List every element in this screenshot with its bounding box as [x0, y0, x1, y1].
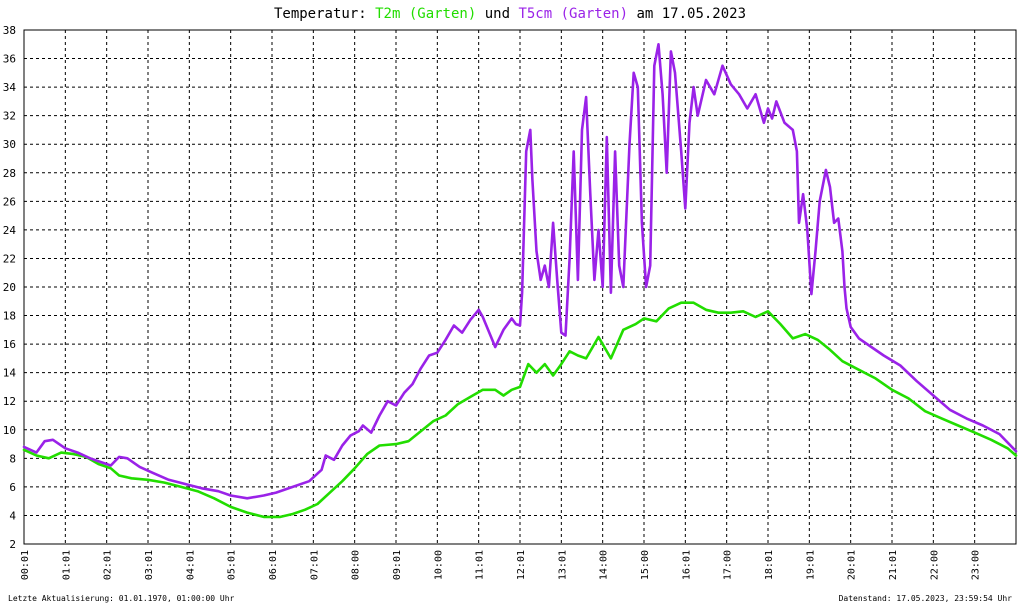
y-tick-label: 2 — [9, 538, 16, 551]
title-series2-label: T5cm (Garten) — [518, 6, 628, 22]
x-tick-label: 03:01 — [144, 550, 155, 580]
y-tick-label: 18 — [3, 310, 16, 323]
x-tick-label: 18:01 — [764, 550, 775, 580]
x-tick-label: 09:01 — [392, 550, 403, 580]
x-tick-label: 16:01 — [681, 550, 692, 580]
x-tick-label: 20:01 — [847, 550, 858, 580]
grid-lines — [24, 30, 1016, 544]
series-line-t2m — [22, 301, 1018, 519]
y-tick-label: 26 — [3, 195, 16, 208]
y-tick-label: 32 — [3, 110, 16, 123]
x-tick-label: 05:01 — [227, 550, 238, 580]
title-suffix: am 17.05.2023 — [628, 6, 746, 22]
x-tick-label: 13:01 — [557, 550, 568, 580]
series-layer — [22, 43, 1018, 519]
x-tick-label: 14:00 — [599, 550, 610, 580]
y-tick-label: 24 — [3, 224, 17, 237]
title-prefix: Temperatur: — [274, 6, 375, 22]
y-tick-label: 28 — [3, 167, 16, 180]
y-tick-label: 36 — [3, 53, 16, 66]
y-tick-label: 16 — [3, 338, 16, 351]
footer-data-status: Datenstand: 17.05.2023, 23:59:54 Uhr — [839, 594, 1013, 603]
x-tick-label: 00:01 — [20, 550, 31, 580]
x-tick-label: 19:01 — [805, 550, 816, 580]
y-tick-label: 22 — [3, 252, 16, 265]
chart-title: Temperatur: T2m (Garten) und T5cm (Garte… — [274, 6, 746, 22]
x-tick-labels: 00:01 01:01 02:01 03:01 04:01 05:01 06:01 07:01… — [20, 550, 982, 580]
title-conjunction: und — [476, 6, 518, 22]
x-tick-label: 15:00 — [640, 550, 651, 580]
x-tick-label: 17:00 — [723, 550, 734, 580]
x-tick-label: 11:01 — [475, 550, 486, 580]
title-series1-label: T2m (Garten) — [375, 6, 476, 22]
y-tick-label: 38 — [3, 24, 16, 37]
y-tick-label: 12 — [3, 395, 16, 408]
plot-frame — [23, 29, 1017, 545]
x-tick-label: 04:01 — [185, 550, 196, 580]
x-tick-label: 23:00 — [971, 550, 982, 580]
series-line-t5cm — [22, 43, 1018, 500]
x-tick-label: 21:01 — [888, 550, 899, 580]
x-tick-label: 02:01 — [103, 550, 114, 580]
x-tick-label: 10:00 — [433, 550, 444, 580]
y-tick-label: 14 — [3, 367, 17, 380]
y-tick-label: 8 — [9, 452, 16, 465]
y-tick-label: 10 — [3, 424, 16, 437]
footer-last-update: Letzte Aktualisierung: 01.01.1970, 01:00… — [8, 594, 235, 603]
x-tick-label: 06:01 — [268, 550, 279, 580]
x-tick-label: 08:00 — [351, 550, 362, 580]
y-tick-label: 34 — [3, 81, 17, 94]
y-tick-label: 6 — [9, 481, 16, 494]
x-tick-label: 12:01 — [516, 550, 527, 580]
x-tick-label: 01:01 — [61, 550, 72, 580]
y-tick-label: 4 — [9, 509, 16, 522]
x-tick-label: 07:01 — [309, 550, 320, 580]
x-tick-label: 22:00 — [929, 550, 940, 580]
y-tick-label: 20 — [3, 281, 16, 294]
y-tick-label: 30 — [3, 138, 16, 151]
